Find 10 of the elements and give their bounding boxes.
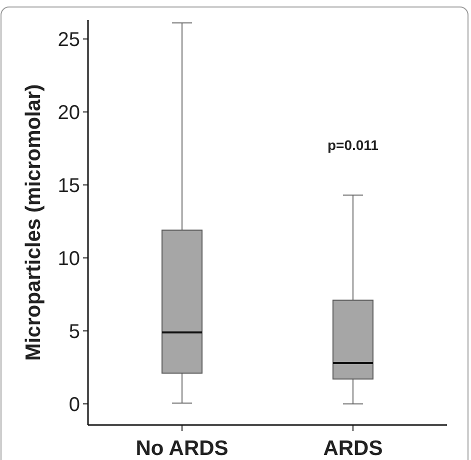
x-tick-label: No ARDS — [136, 437, 228, 460]
y-tick-label: 15 — [58, 174, 80, 197]
y-tick-label: 10 — [58, 248, 80, 270]
x-tick-label: ARDS — [323, 437, 383, 460]
y-axis-title: Microparticles (micromolar) — [22, 84, 45, 361]
y-tick-label: 25 — [58, 28, 80, 51]
y-tick-label: 5 — [68, 320, 80, 343]
y-tick-label: 0 — [68, 394, 80, 416]
annotation: p=0.011 — [327, 137, 379, 153]
y-tick-label: 20 — [58, 102, 80, 124]
